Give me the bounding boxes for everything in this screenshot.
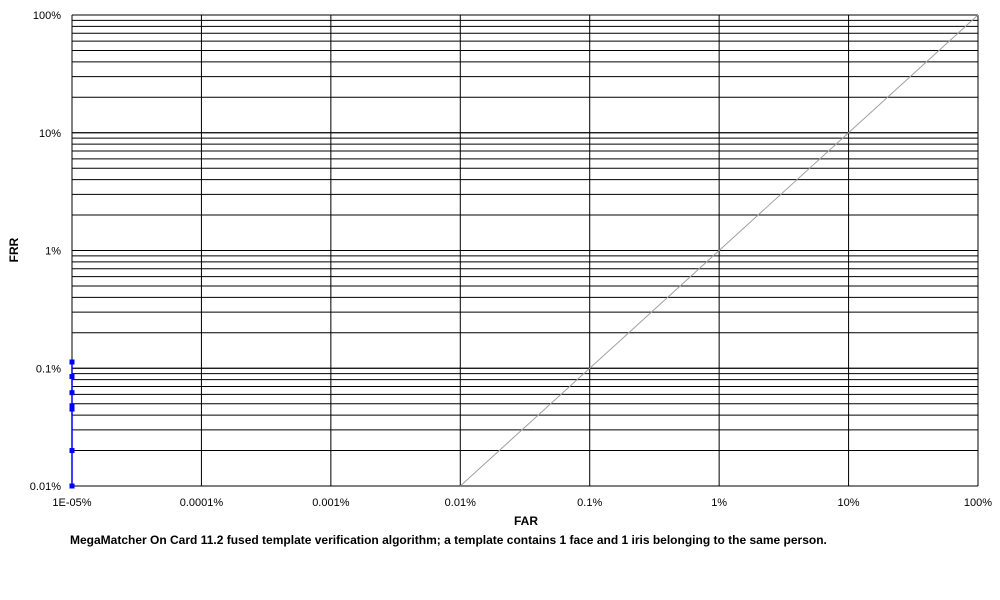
x-tick-label: 0.01% — [445, 497, 476, 509]
x-tick-label: 100% — [964, 497, 992, 509]
x-tick-label: 0.001% — [312, 497, 350, 509]
data-point-marker — [69, 403, 75, 409]
x-tick-label: 0.0001% — [180, 497, 224, 509]
tick-labels: 1E-05% 0.0001% 0.001% 0.01% 0.1% 1% 10% 100% 0.0… — [30, 10, 992, 509]
x-tick-label: 0.1% — [577, 497, 602, 509]
reference-diagonal-line — [459, 14, 979, 487]
chart-caption: MegaMatcher On Card 11.2 fused template … — [70, 533, 827, 547]
x-tick-label: 10% — [838, 497, 860, 509]
data-point-marker — [69, 406, 75, 412]
x-tick-label: 1E-05% — [52, 497, 91, 509]
x-axis-title: FAR — [514, 514, 538, 528]
data-point-marker — [69, 448, 75, 454]
grid-lines — [71, 14, 979, 487]
y-tick-label: 0.01% — [30, 481, 61, 493]
y-tick-label: 1% — [45, 246, 61, 258]
y-tick-label: 0.1% — [36, 363, 61, 375]
data-point-marker — [69, 374, 75, 380]
y-tick-label: 100% — [33, 10, 61, 22]
data-point-marker — [69, 359, 75, 365]
x-tick-label: 1% — [711, 497, 727, 509]
y-tick-label: 10% — [39, 128, 61, 140]
series-group — [69, 359, 75, 489]
y-axis-title: FRR — [7, 237, 21, 262]
data-point-marker — [69, 483, 75, 489]
data-point-marker — [69, 390, 75, 396]
